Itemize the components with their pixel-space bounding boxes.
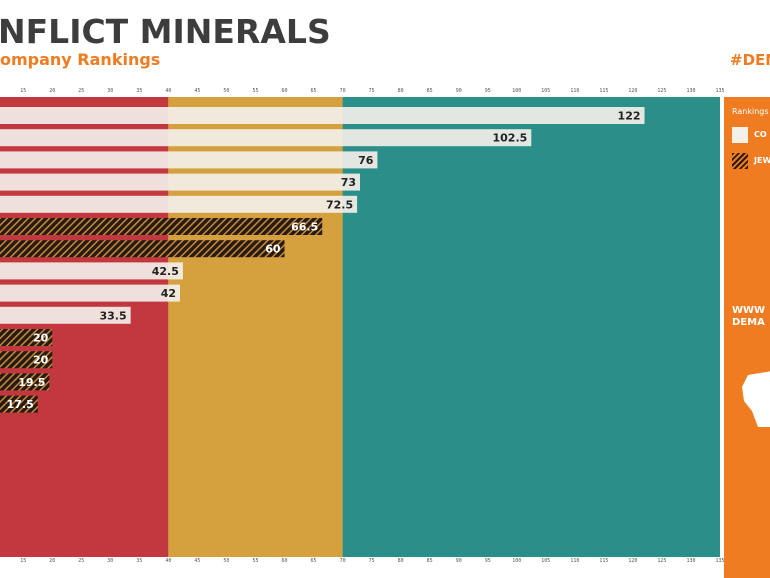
legend-swatch-solid — [732, 127, 748, 143]
bar — [0, 351, 53, 369]
x-axis-bottom: 15 20 25 30 35 40 45 50 55 60 65 70 75 80 85 90 95 100 105… — [0, 558, 724, 570]
x-tick-label: 45 — [194, 558, 201, 564]
website-line-2: DEMA — [732, 317, 765, 328]
bar — [0, 107, 645, 124]
legend-swatch-hatched — [732, 153, 748, 169]
x-tick-label: 55 — [252, 88, 259, 94]
x-tick-label: 120 — [628, 88, 638, 94]
bar-value-label: 20 — [33, 354, 49, 367]
x-tick-label: 20 — [49, 558, 56, 564]
bar-value-label: 20 — [33, 332, 49, 345]
x-tick-label: 105 — [541, 558, 551, 564]
bar — [0, 129, 532, 147]
x-tick-label: 50 — [223, 88, 230, 94]
x-tick-label: 35 — [136, 558, 143, 564]
x-tick-label: 25 — [78, 88, 85, 94]
bar-value-label: 42.5 — [152, 265, 179, 278]
bar-value-label: 72.5 — [326, 198, 353, 211]
x-tick-label: 30 — [107, 88, 114, 94]
bar-value-label: 66.5 — [291, 221, 318, 234]
x-tick-label: 125 — [657, 558, 667, 564]
hashtag-label: #DEMA — [730, 51, 770, 69]
bar — [0, 240, 285, 258]
x-tick-label: 130 — [686, 88, 696, 94]
africa-map-icon — [742, 371, 770, 427]
bar — [0, 151, 378, 169]
x-tick-label: 40 — [165, 88, 172, 94]
x-tick-label: 25 — [78, 558, 85, 564]
x-tick-label: 115 — [599, 88, 609, 94]
bar — [0, 195, 358, 213]
x-tick-label: 70 — [339, 88, 346, 94]
x-tick-label: 20 — [49, 88, 56, 94]
bar-value-label: 102.5 — [492, 132, 527, 145]
x-tick-label: 100 — [512, 88, 522, 94]
bar-value-label: 17.5 — [7, 398, 34, 411]
x-tick-label: 45 — [194, 88, 201, 94]
x-tick-label: 70 — [339, 558, 346, 564]
bar-value-label: 33.5 — [100, 309, 127, 322]
x-tick-label: 15 — [20, 558, 27, 564]
x-tick-label: 65 — [310, 558, 317, 564]
bar — [0, 329, 53, 346]
x-tick-label: 15 — [20, 88, 27, 94]
x-tick-label: 110 — [570, 558, 580, 564]
x-tick-label: 60 — [281, 558, 288, 564]
bar-value-label: 73 — [341, 176, 356, 189]
bar — [0, 373, 50, 391]
x-tick-label: 120 — [628, 558, 638, 564]
bar-value-label: 60 — [265, 243, 281, 256]
x-tick-label: 85 — [426, 88, 433, 94]
chart-title: NFLICT MINERALS — [0, 12, 331, 51]
x-tick-label: 75 — [368, 558, 375, 564]
x-tick-label: 95 — [484, 558, 491, 564]
x-tick-label: 65 — [310, 88, 317, 94]
legend-label-company: CO — [754, 130, 767, 139]
x-axis-top: 15 20 25 30 35 40 45 50 55 60 65 70 75 80 85 90 95 100 105… — [0, 88, 724, 100]
bar — [0, 173, 360, 191]
x-tick-label: 105 — [541, 88, 551, 94]
x-tick-label: 130 — [686, 558, 696, 564]
bar — [0, 262, 183, 280]
x-tick-label: 90 — [455, 558, 462, 564]
x-tick-label: 135 — [715, 558, 725, 564]
legend-panel: Rankings CO JEW WWW DEMA — [724, 97, 770, 578]
bar — [0, 306, 131, 324]
bar — [0, 218, 323, 235]
chart-subtitle: ompany Rankings — [0, 50, 161, 69]
bar-value-label: 42 — [161, 287, 176, 300]
x-tick-label: 80 — [397, 558, 404, 564]
x-tick-label: 35 — [136, 88, 143, 94]
x-tick-label: 95 — [484, 88, 491, 94]
x-tick-label: 100 — [512, 558, 522, 564]
x-tick-label: 75 — [368, 88, 375, 94]
x-tick-label: 50 — [223, 558, 230, 564]
x-tick-label: 115 — [599, 558, 609, 564]
bar-value-label: 19.5 — [18, 376, 45, 389]
bar-value-label: 122 — [618, 110, 641, 123]
x-tick-label: 30 — [107, 558, 114, 564]
bar — [0, 395, 38, 413]
website-line-1: WWW — [732, 305, 766, 316]
x-tick-label: 80 — [397, 88, 404, 94]
bar-value-label: 76 — [358, 154, 374, 167]
x-tick-label: 110 — [570, 88, 580, 94]
x-tick-label: 85 — [426, 558, 433, 564]
x-tick-label: 40 — [165, 558, 172, 564]
x-tick-label: 90 — [455, 88, 462, 94]
bar — [0, 284, 180, 302]
score-band — [342, 97, 720, 557]
legend-label-jewelry: JEW — [754, 156, 770, 165]
x-tick-label: 125 — [657, 88, 667, 94]
x-tick-label: 55 — [252, 558, 259, 564]
website-text: WWW DEMA — [732, 305, 765, 329]
x-tick-label: 135 — [715, 88, 725, 94]
legend-title: Rankings — [732, 107, 769, 116]
x-tick-label: 60 — [281, 88, 288, 94]
